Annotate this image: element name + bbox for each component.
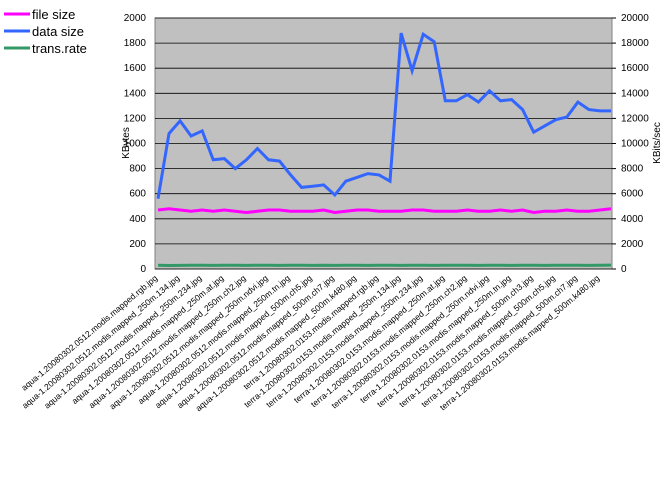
y2-tick-label: 12000 (621, 113, 649, 124)
y2-tick-label: 20000 (621, 13, 649, 24)
y-tick-label: 800 (129, 164, 146, 175)
y2-tick-label: 2000 (621, 239, 644, 250)
y2-tick-label: 10000 (621, 139, 649, 150)
y2-tick-label: 4000 (621, 214, 644, 225)
y2-tick-label: 0 (621, 264, 627, 275)
y-tick-label: 1200 (124, 113, 147, 124)
y2-tick-label: 6000 (621, 189, 644, 200)
y2-tick-label: 18000 (621, 38, 649, 49)
y-tick-label: 600 (129, 189, 146, 200)
y2-tick-label: 16000 (621, 63, 649, 74)
y-tick-label: 0 (140, 264, 146, 275)
y-tick-label: 1800 (124, 38, 147, 49)
y2-tick-label: 8000 (621, 164, 644, 175)
y-tick-label: 1000 (124, 139, 147, 150)
legend-label: trans.rate (32, 41, 87, 56)
y-tick-label: 400 (129, 214, 146, 225)
legend-label: file size (32, 7, 75, 22)
y-tick-label: 1400 (124, 88, 147, 99)
y2-tick-label: 14000 (621, 88, 649, 99)
y-tick-label: 2000 (124, 13, 147, 24)
y2-axis-title: KBits/sec (652, 122, 663, 164)
y-tick-label: 200 (129, 239, 146, 250)
y-tick-label: 1600 (124, 63, 147, 74)
legend-label: data size (32, 24, 84, 39)
